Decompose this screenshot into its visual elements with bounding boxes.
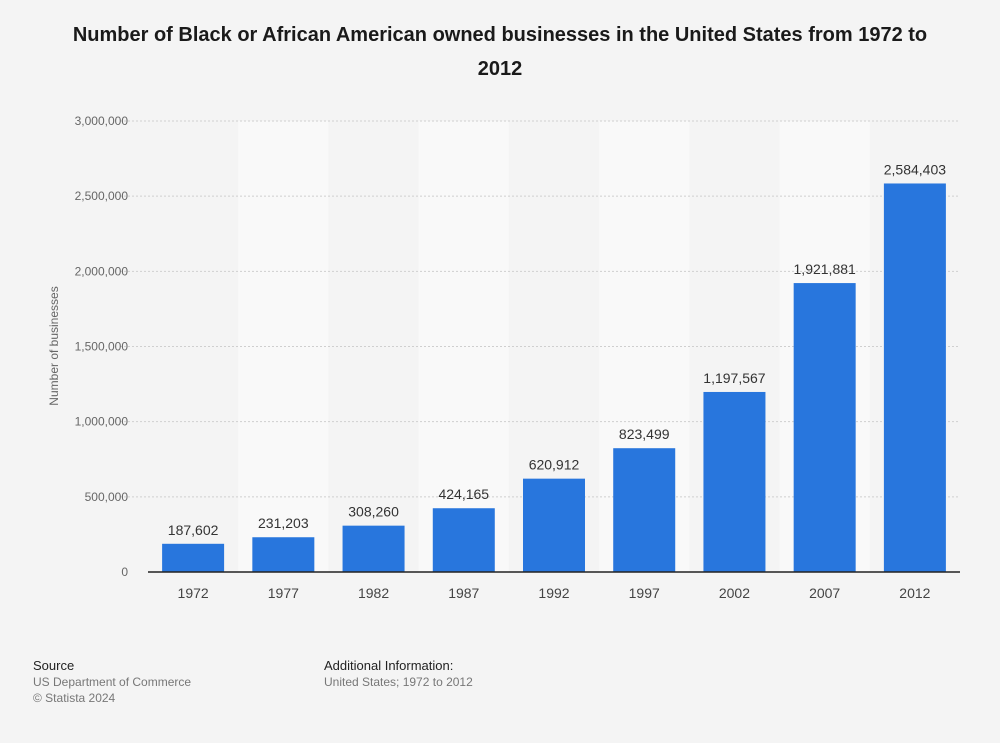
y-tick-label: 1,500,000	[75, 340, 129, 354]
bar[interactable]	[883, 183, 946, 572]
x-tick-label: 1992	[538, 585, 569, 601]
bar[interactable]	[613, 448, 676, 572]
x-tick-label: 2012	[899, 585, 930, 601]
x-tick-label: 1972	[178, 585, 209, 601]
bar[interactable]	[252, 537, 315, 572]
value-label: 231,203	[258, 515, 309, 531]
additional-info-block: Additional Information: United States; 1…	[324, 658, 473, 690]
x-tick-label: 2007	[809, 585, 840, 601]
source-text[interactable]: US Department of Commerce	[33, 675, 192, 689]
y-axis-ticks: 0 500,000 1,000,000 1,500,000 2,000,000 2,500…	[75, 114, 129, 579]
value-label: 308,260	[348, 504, 399, 520]
bar[interactable]	[523, 478, 585, 572]
x-tick-label: 1982	[358, 585, 389, 601]
y-tick-label: 0	[121, 565, 128, 579]
value-label: 620,912	[529, 457, 580, 473]
x-tick-label: 1987	[448, 585, 479, 601]
bar-chart: 0 500,000 1,000,000 1,500,000 2,000,000 2,500…	[47, 114, 960, 601]
y-tick-label: 1,000,000	[75, 415, 129, 429]
additional-info-text: United States; 1972 to 2012	[324, 675, 473, 689]
bar[interactable]	[793, 283, 856, 572]
bar[interactable]	[703, 391, 766, 572]
bar[interactable]	[342, 525, 405, 572]
x-tick-label: 1977	[268, 585, 299, 601]
value-label: 424,165	[438, 486, 489, 502]
value-labels: 187,602 231,203 308,260 424,165 620,912 823,4…	[168, 161, 946, 537]
copyright-text[interactable]: © Statista 2024	[33, 691, 116, 705]
bar[interactable]	[162, 543, 225, 572]
y-tick-label: 3,000,000	[75, 114, 129, 128]
bars	[162, 183, 946, 572]
y-tick-label: 2,000,000	[75, 264, 129, 278]
additional-info-heading: Additional Information:	[324, 658, 454, 673]
x-tick-label: 2002	[719, 585, 750, 601]
value-label: 1,197,567	[703, 370, 765, 386]
x-tick-label: 1997	[629, 585, 660, 601]
value-label: 1,921,881	[794, 261, 856, 277]
y-axis-label: Number of businesses	[47, 286, 61, 405]
x-axis-ticks: 1972 1977 1982 1987 1992 1997 2002 2007 2012	[178, 585, 931, 601]
background-band	[238, 121, 329, 572]
y-tick-label: 2,500,000	[75, 189, 129, 203]
value-label: 823,499	[619, 426, 670, 442]
chart-title: Number of Black or African American owne…	[72, 24, 928, 80]
source-heading: Source	[33, 658, 75, 673]
y-tick-label: 500,000	[85, 490, 129, 504]
value-label: 2,584,403	[884, 161, 946, 177]
bar[interactable]	[432, 508, 495, 572]
source-block: Source US Department of Commerce © Stati…	[33, 658, 191, 706]
value-label: 187,602	[168, 522, 219, 538]
